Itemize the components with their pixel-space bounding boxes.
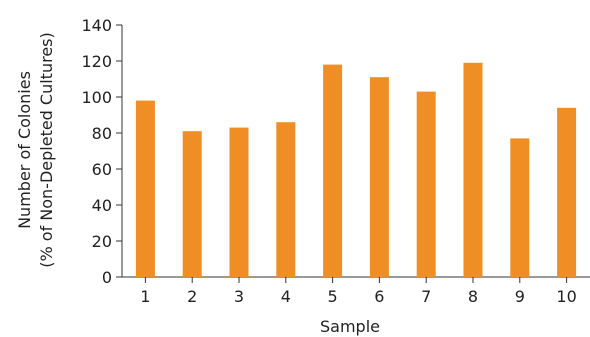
y-tick-label: 0 [102, 268, 112, 287]
bar-sample-8 [463, 62, 483, 277]
y-tick-label: 100 [81, 88, 112, 107]
y-tick-label: 60 [92, 160, 112, 179]
x-tick-label: 10 [556, 287, 576, 306]
y-tick-label: 20 [92, 232, 112, 251]
bar-sample-4 [276, 122, 296, 277]
x-tick-label: 1 [140, 287, 150, 306]
x-tick-label: 3 [234, 287, 244, 306]
bar-sample-7 [416, 91, 436, 277]
y-axis-title: Number of Colonies (% of Non-Depleted Cu… [15, 32, 56, 268]
bar-sample-9 [510, 138, 530, 277]
bar-sample-2 [182, 131, 202, 277]
y-axis-title-line2: (% of Non-Depleted Cultures) [37, 32, 56, 268]
x-tick-label: 2 [187, 287, 197, 306]
bar-sample-6 [369, 77, 389, 277]
y-tick-label: 120 [81, 52, 112, 71]
x-tick-label: 5 [328, 287, 338, 306]
bar-sample-3 [229, 127, 249, 277]
y-axis-title-line1: Number of Colonies [15, 71, 34, 229]
bars [135, 62, 577, 277]
y-tick-label: 40 [92, 196, 112, 215]
x-tick-label: 4 [281, 287, 291, 306]
x-axis-title: Sample [320, 317, 380, 336]
bar-sample-1 [135, 100, 155, 277]
bar-sample-5 [323, 64, 343, 277]
bar-sample-10 [557, 107, 577, 277]
x-tick-label: 9 [515, 287, 525, 306]
y-tick-label: 80 [92, 124, 112, 143]
x-tick-label: 7 [421, 287, 431, 306]
y-axis: 0 20 40 60 80 100 120 140 [81, 16, 123, 287]
x-tick-label: 8 [468, 287, 478, 306]
y-tick-label: 140 [81, 16, 112, 35]
x-tick-label: 6 [374, 287, 384, 306]
x-axis: 1 2 3 4 5 6 7 8 9 10 [122, 276, 590, 306]
